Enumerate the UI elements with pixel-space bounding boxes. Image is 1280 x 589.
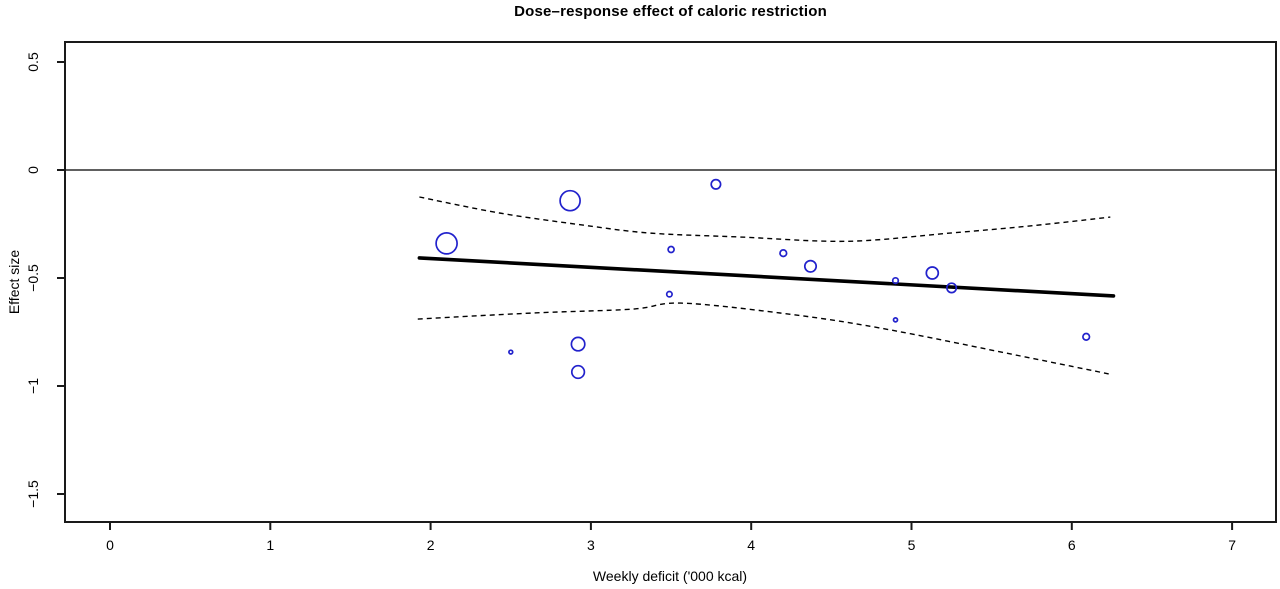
study-bubble <box>710 178 722 190</box>
study-bubble <box>435 232 458 255</box>
ci-upper-curve <box>419 196 1111 243</box>
study-bubble <box>508 349 514 355</box>
study-bubble <box>946 282 958 294</box>
x-tick-label: 7 <box>1228 537 1236 553</box>
study-bubble <box>570 336 586 352</box>
study-bubble <box>559 189 581 212</box>
y-tick-label: −1 <box>25 378 41 394</box>
y-tick-label: 0.5 <box>25 52 41 72</box>
y-tick-label: −1.5 <box>25 480 41 508</box>
x-tick-label: 6 <box>1068 537 1076 553</box>
study-bubble <box>779 249 788 258</box>
study-bubble <box>1082 332 1091 341</box>
x-tick-label: 3 <box>587 537 595 553</box>
regression-line <box>417 256 1116 298</box>
chart-title: Dose–response effect of caloric restrict… <box>514 3 827 20</box>
x-tick-label: 2 <box>427 537 435 553</box>
x-tick-label: 0 <box>106 537 114 553</box>
y-tick-label: −0.5 <box>25 264 41 292</box>
study-bubble <box>803 259 818 273</box>
x-tick-label: 4 <box>747 537 755 553</box>
study-bubble <box>570 364 586 380</box>
plot-frame <box>64 41 1277 523</box>
study-bubble <box>667 245 675 254</box>
x-axis-label: Weekly deficit ('000 kcal) <box>592 568 748 584</box>
ci-lower-curve <box>417 302 1109 375</box>
study-bubble <box>892 317 899 323</box>
y-tick-label: 0 <box>25 166 41 174</box>
x-tick-label: 1 <box>266 537 274 553</box>
study-bubble <box>925 266 940 280</box>
study-bubble <box>891 276 900 285</box>
study-bubble <box>665 290 673 298</box>
x-tick-label: 5 <box>908 537 916 553</box>
